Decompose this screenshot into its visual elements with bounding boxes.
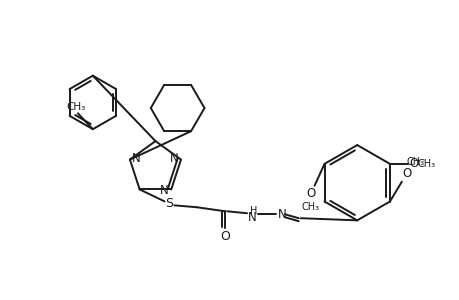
Text: O: O bbox=[401, 167, 410, 180]
Text: H: H bbox=[250, 206, 257, 216]
Text: CH₃: CH₃ bbox=[406, 157, 424, 167]
Text: N: N bbox=[247, 211, 256, 224]
Text: O: O bbox=[408, 158, 418, 170]
Text: N: N bbox=[160, 184, 168, 197]
Text: CH₃: CH₃ bbox=[301, 202, 319, 212]
Text: N: N bbox=[169, 152, 178, 165]
Text: CH₃: CH₃ bbox=[417, 159, 435, 169]
Text: N: N bbox=[131, 152, 140, 165]
Text: CH₃: CH₃ bbox=[66, 102, 85, 112]
Text: O: O bbox=[220, 230, 230, 242]
Text: O: O bbox=[305, 187, 314, 200]
Text: N: N bbox=[277, 208, 285, 221]
Text: S: S bbox=[165, 197, 173, 210]
